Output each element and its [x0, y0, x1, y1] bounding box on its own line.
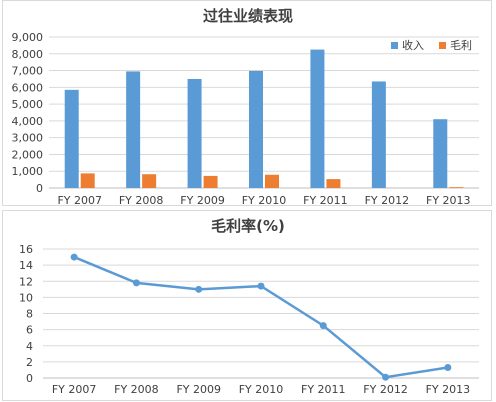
- gross-margin-point: [132, 279, 140, 287]
- line-chart-title: 毛利率(%): [211, 217, 285, 235]
- bar-y-tick-label: 3,000: [12, 132, 44, 145]
- line-y-tick-label: 2: [26, 356, 33, 369]
- bar-x-tick-label: FY 2008: [119, 194, 164, 207]
- gross-margin-point: [257, 282, 265, 290]
- bar-chart-title: 过往业绩表现: [203, 7, 293, 25]
- bar-revenue: [310, 49, 325, 189]
- line-chart-series: [70, 253, 452, 381]
- gross-margin-point: [195, 285, 203, 293]
- bar-gross-profit: [142, 174, 157, 188]
- bar-chart-x-axis: FY 2007 FY 2008 FY 2009 FY 2010 FY 2011 FY 20…: [57, 194, 470, 207]
- bar-revenue: [371, 81, 386, 188]
- line-y-tick-label: 16: [19, 243, 33, 256]
- line-y-tick-label: 8: [26, 308, 33, 321]
- line-x-tick-label: FY 2008: [114, 383, 159, 396]
- line-chart-gridlines: [43, 248, 479, 379]
- bar-revenue: [126, 71, 141, 188]
- bar-x-tick-label: FY 2013: [426, 194, 471, 207]
- bar-y-tick-label: 5,000: [12, 98, 44, 111]
- line-x-tick-label: FY 2011: [301, 383, 346, 396]
- bar-gross-profit: [326, 179, 341, 188]
- bar-y-tick-label: 8,000: [12, 48, 44, 61]
- gross-margin-point: [319, 322, 327, 330]
- line-x-tick-label: FY 2009: [176, 383, 221, 396]
- line-x-tick-label: FY 2010: [239, 383, 284, 396]
- bar-chart-svg: 过往业绩表现 收入 毛利 9,000 8,000 7,000 6,000 5,000 4,…: [12, 7, 479, 207]
- line-y-tick-label: 14: [19, 259, 33, 272]
- line-y-tick-label: 10: [19, 291, 33, 304]
- bar-y-tick-label: 1,000: [12, 165, 44, 178]
- bar-gross-profit: [203, 175, 218, 188]
- legend-label-gross-profit: 毛利: [450, 39, 472, 52]
- bar-chart-legend: 收入 毛利: [391, 38, 472, 52]
- gross-margin-point: [382, 373, 390, 381]
- line-y-tick-label: 6: [26, 324, 33, 337]
- bar-gross-profit: [449, 187, 464, 188]
- bar-x-tick-label: FY 2012: [365, 194, 410, 207]
- bar-y-tick-label: 4,000: [12, 115, 44, 128]
- bar-x-tick-label: FY 2010: [242, 194, 287, 207]
- bar-y-tick-label: 0: [36, 182, 43, 195]
- bar-x-tick-label: FY 2007: [57, 194, 102, 207]
- revenue-gross-profit-chart-panel: 过往业绩表现 收入 毛利 9,000 8,000 7,000 6,000 5,000 4,…: [2, 0, 492, 207]
- bar-chart-y-axis: 9,000 8,000 7,000 6,000 5,000 4,000 3,000 2,000…: [12, 31, 44, 195]
- bar-y-tick-label: 6,000: [12, 81, 44, 94]
- line-y-tick-label: 12: [19, 275, 33, 288]
- bar-y-tick-label: 7,000: [12, 65, 44, 78]
- legend-swatch-revenue: [391, 42, 398, 49]
- gross-margin-chart-panel: 毛利率(%) 16 14 12 10 8 6 4 2 0 FY 2007 FY 2008 FY 20…: [2, 210, 492, 401]
- bar-gross-profit: [265, 174, 279, 188]
- line-y-tick-label: 0: [26, 372, 33, 385]
- bar-revenue: [433, 119, 448, 188]
- bar-x-tick-label: FY 2009: [180, 194, 225, 207]
- bar-gross-profit: [80, 173, 95, 188]
- line-x-tick-label: FY 2013: [426, 383, 471, 396]
- bar-x-tick-label: FY 2011: [303, 194, 348, 207]
- line-chart-x-axis: FY 2007 FY 2008 FY 2009 FY 2010 FY 2011 FY 20…: [52, 383, 470, 396]
- gross-margin-line: [73, 255, 449, 379]
- line-y-tick-label: 4: [26, 340, 33, 353]
- line-x-tick-label: FY 2007: [52, 383, 97, 396]
- bar-revenue: [249, 70, 263, 188]
- bar-y-tick-label: 9,000: [12, 31, 44, 44]
- legend-label-revenue: 收入: [402, 38, 424, 52]
- bar-y-tick-label: 2,000: [12, 148, 44, 161]
- gross-margin-point: [444, 364, 452, 372]
- legend-swatch-gross-profit: [439, 42, 446, 49]
- bar-chart-gridlines: [49, 36, 479, 189]
- line-chart-y-axis: 16 14 12 10 8 6 4 2 0: [19, 243, 33, 385]
- bar-chart-bars: [64, 49, 464, 189]
- line-x-tick-label: FY 2012: [363, 383, 408, 396]
- gross-margin-point: [70, 253, 78, 261]
- bar-revenue: [64, 89, 79, 188]
- bar-revenue: [187, 78, 202, 188]
